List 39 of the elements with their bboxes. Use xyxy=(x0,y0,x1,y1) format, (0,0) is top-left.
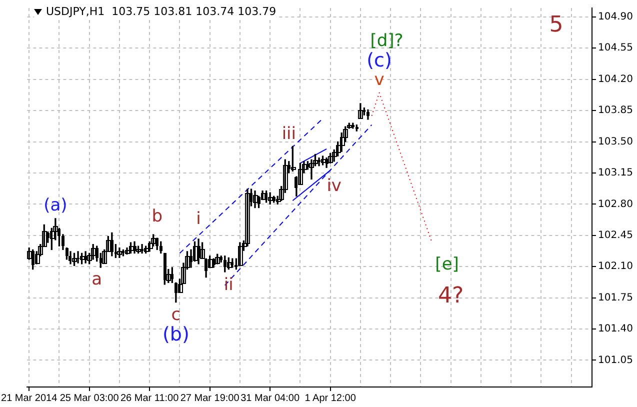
annotation: ii xyxy=(224,274,234,295)
y-tick-label: 101.40 xyxy=(598,324,634,335)
x-tick-label: 31 Mar 04:00 xyxy=(240,392,300,404)
candlestick xyxy=(268,192,273,205)
annotation: v xyxy=(374,70,384,90)
x-tick-label: 25 Mar 03:00 xyxy=(60,392,120,404)
candlestick xyxy=(117,248,122,258)
y-tick-label: 104.90 xyxy=(598,12,634,23)
x-tick-label: 26 Mar 11:00 xyxy=(120,392,180,404)
annotation: iv xyxy=(326,176,342,196)
annotation: 5 xyxy=(549,12,564,38)
y-tick-label: 101.05 xyxy=(598,354,634,366)
y-tick-label: 102.80 xyxy=(598,198,634,210)
y-tick-label: 103.50 xyxy=(598,136,634,148)
annotation: a xyxy=(92,270,102,290)
candlestick xyxy=(253,190,258,208)
x-tick-label: 21 Mar 2014 xyxy=(1,392,58,404)
annotation: c xyxy=(171,305,181,326)
y-tick-label: 103.15 xyxy=(598,168,634,179)
annotation: (c) xyxy=(366,49,392,72)
y-tick-label: 101.75 xyxy=(598,292,634,304)
y-tick-label: 103.85 xyxy=(598,105,634,116)
y-tick-label: 104.55 xyxy=(598,42,634,54)
annotation: [d]? xyxy=(370,31,404,52)
annotation: i xyxy=(196,208,201,229)
annotation: (b) xyxy=(162,323,190,346)
candlestick xyxy=(358,103,363,119)
annotation: [e] xyxy=(435,254,459,274)
chart-title: USDJPY,H1 103.75 103.81 103.74 103.79 xyxy=(46,5,276,18)
annotation: iii xyxy=(282,124,296,144)
annotation: b xyxy=(152,206,163,226)
y-tick-label: 102.45 xyxy=(598,230,634,241)
y-tick-label: 104.20 xyxy=(598,74,634,85)
annotation: 4? xyxy=(438,284,464,309)
x-tick-label: 27 Mar 19:00 xyxy=(180,392,240,404)
candlestick xyxy=(238,242,243,266)
annotation: (a) xyxy=(44,195,68,216)
y-tick-label: 102.10 xyxy=(598,261,634,272)
x-tick-label: 1 Apr 12:00 xyxy=(304,392,356,404)
